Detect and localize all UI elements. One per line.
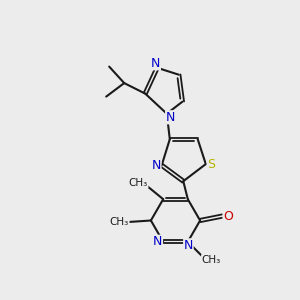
Text: CH₃: CH₃	[129, 178, 148, 188]
Text: N: N	[166, 111, 175, 124]
Text: N: N	[184, 239, 193, 252]
Text: O: O	[223, 209, 233, 223]
Text: N: N	[151, 57, 160, 70]
Text: N: N	[152, 159, 161, 172]
Text: CH₃: CH₃	[202, 255, 221, 265]
Text: N: N	[153, 235, 163, 248]
Text: S: S	[207, 158, 215, 171]
Text: CH₃: CH₃	[110, 217, 129, 227]
